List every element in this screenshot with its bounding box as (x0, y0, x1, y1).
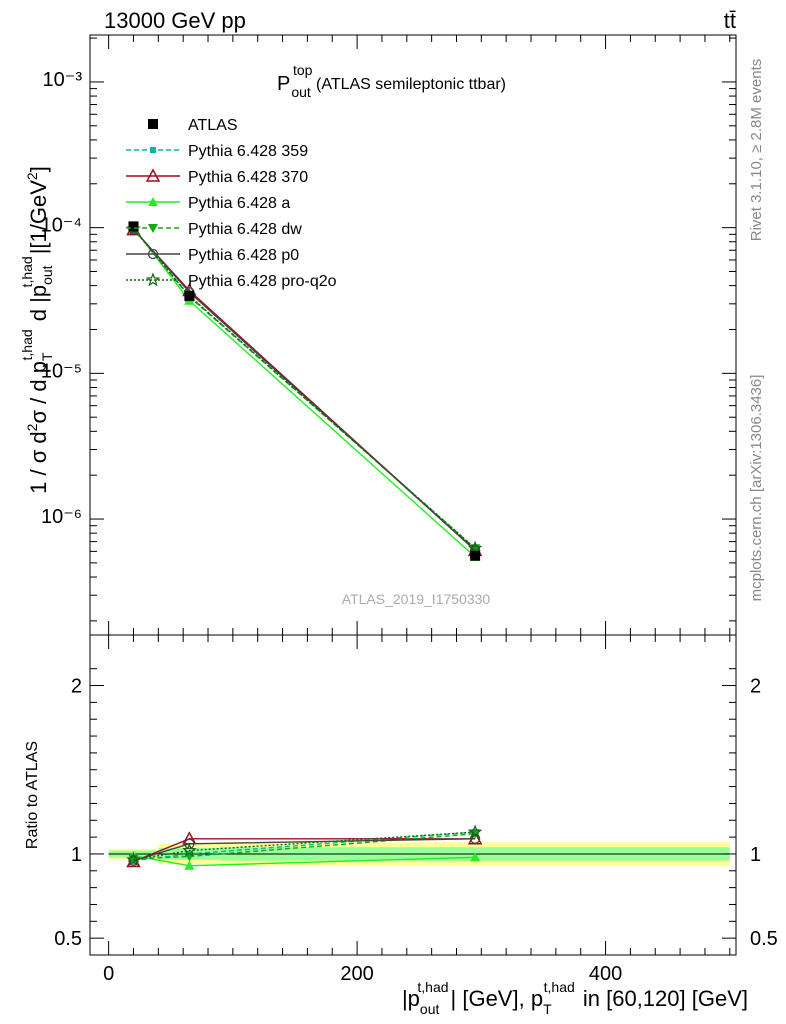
ratio-series-marker-5-1 (182, 842, 197, 857)
ratio-series-marker-4-0 (128, 855, 139, 866)
ratio-series-marker-2-2 (470, 852, 481, 862)
legend-label-6: Pythia 6.428 pro-q2o (188, 273, 337, 290)
legend-marker-0 (148, 119, 158, 129)
ratio-series-line-3 (133, 833, 476, 860)
ratio-panel-frame (89, 634, 737, 956)
ratio-tick-label-2: 2 (71, 676, 82, 698)
legend: ATLAS Pythia 6.428 359 Pythia 6.428 370 Pyt… (126, 117, 337, 290)
ratio-tick-label-right-2: 2 (750, 676, 761, 698)
atlas-data-points (128, 221, 481, 561)
y-tick-label-1e-3: 10⁻³ (43, 69, 83, 91)
ratio-series-marker-5-2 (467, 824, 483, 839)
legend-marker-2 (145, 168, 161, 182)
ratio-tick-label-0.5: 0.5 (54, 928, 82, 950)
y-tick-label-1e-6: 10⁻⁶ (41, 506, 82, 528)
x-tick-labels: 0 200 400 (103, 963, 622, 985)
ratio-series-line-5 (133, 831, 476, 861)
svg-text:|poutt,had| [GeV], pTt,had in: |poutt,had| [GeV], pTt,had in [60,120] [… (402, 979, 748, 1017)
plot-title-main: P (277, 73, 290, 95)
legend-label-1: Pythia 6.428 359 (188, 143, 308, 160)
legend-marker-5 (147, 248, 159, 260)
main-series-line-5 (132, 228, 476, 549)
ratio-series-marker-4-1 (184, 838, 195, 849)
ratio-series-marker-2-1 (184, 860, 195, 870)
plot-title-sub: out (291, 84, 311, 100)
y-axis-label-ratio: Ratio to ATLAS (24, 741, 41, 849)
atlas-point-1 (184, 290, 195, 301)
legend-marker-6 (145, 272, 161, 287)
analysis-watermark: ATLAS_2019_I1750330 (342, 591, 491, 607)
ratio-tick-label-right-0.5: 0.5 (750, 928, 778, 950)
legend-marker-4 (148, 224, 158, 233)
svg-text:Pout: Pout (277, 73, 311, 100)
legend-label-0: ATLAS (188, 117, 238, 134)
mcplots-label: mcplots.cern.ch [arXiv:1306.3436] (748, 375, 765, 602)
atlas-point-0 (128, 221, 139, 232)
ratio-series-group (126, 824, 483, 870)
main-axis-ticks (90, 35, 736, 635)
legend-label-4: Pythia 6.428 dw (188, 221, 302, 238)
legend-label-2: Pythia 6.428 370 (188, 169, 308, 186)
legend-label-5: Pythia 6.428 p0 (188, 247, 299, 264)
legend-marker-1 (150, 147, 156, 153)
legend-label-3: Pythia 6.428 a (188, 195, 290, 212)
y-axis-label-main: 1 / σ d2σ / d pTt,had d |poutt,had|[1/Ge… (19, 166, 55, 494)
ratio-y-tick-labels: 0.5 1 2 0.5 1 2 (54, 676, 778, 951)
main-panel-frame (89, 34, 737, 636)
collision-label: 13000 GeV pp (104, 8, 246, 33)
plot-title-sup: top (293, 62, 313, 78)
plot-title-rest: (ATLAS semileptonic ttbar) (316, 76, 506, 93)
legend-marker-3 (148, 197, 158, 206)
process-label: tt̄ (724, 8, 736, 33)
x-tick-label-400: 400 (589, 963, 622, 985)
svg-text:1 / σ d2σ / d pTt,had d |poutt: 1 / σ d2σ / d pTt,had d |poutt,had|[1/Ge… (19, 166, 55, 494)
x-tick-label-200: 200 (340, 963, 373, 985)
y-tick-label-1e-5: 10⁻⁵ (41, 360, 82, 382)
ratio-uncertainty-bands (108, 842, 730, 866)
x-tick-label-0: 0 (103, 963, 114, 985)
atlas-point-2 (470, 550, 481, 561)
ratio-axis-ticks (90, 635, 736, 955)
ratio-tick-label-right-1: 1 (750, 844, 761, 866)
rivet-label: Rivet 3.1.10, ≥ 2.8M events (748, 59, 765, 242)
x-axis-label: |poutt,had| [GeV], pTt,had in [60,120] [… (402, 979, 748, 1017)
plot-title: Pout top (ATLAS semileptonic ttbar) (277, 62, 506, 100)
y-tick-label-1e-4: 10⁻⁴ (41, 215, 82, 237)
ratio-series-marker-5-0 (126, 852, 141, 867)
ratio-tick-label-1: 1 (71, 844, 82, 866)
main-y-tick-labels: 10⁻⁶ 10⁻⁵ 10⁻⁴ 10⁻³ (41, 69, 83, 528)
